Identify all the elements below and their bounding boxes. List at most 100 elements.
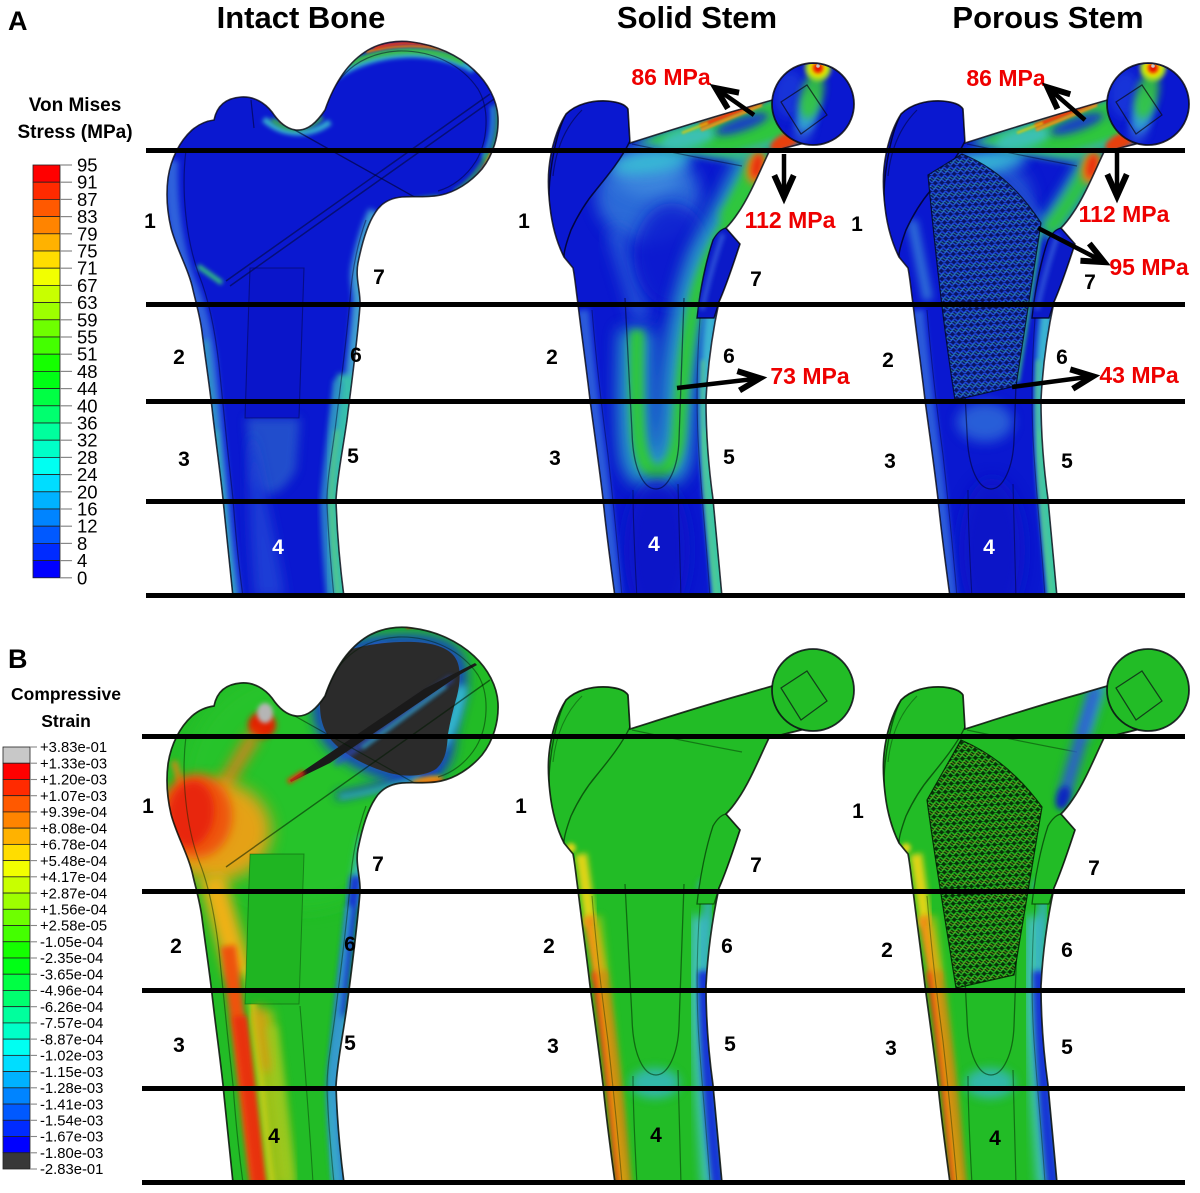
svg-text:Stress (MPa): Stress (MPa) <box>17 122 132 143</box>
svg-text:+6.78e-04: +6.78e-04 <box>40 838 107 854</box>
svg-text:4: 4 <box>650 1124 662 1147</box>
svg-text:4: 4 <box>272 536 284 559</box>
svg-text:+2.87e-04: +2.87e-04 <box>40 886 107 902</box>
svg-text:+1.33e-03: +1.33e-03 <box>40 756 107 772</box>
svg-text:6: 6 <box>721 935 733 958</box>
svg-text:-2.35e-04: -2.35e-04 <box>40 951 103 967</box>
svg-text:+5.48e-04: +5.48e-04 <box>40 854 107 870</box>
svg-text:5: 5 <box>1061 1036 1073 1059</box>
svg-text:6: 6 <box>344 933 356 956</box>
svg-text:20: 20 <box>77 481 98 502</box>
svg-text:+3.83e-01: +3.83e-01 <box>40 740 107 756</box>
svg-text:2: 2 <box>543 935 555 958</box>
svg-text:2: 2 <box>170 935 182 958</box>
svg-text:+4.17e-04: +4.17e-04 <box>40 870 107 886</box>
svg-text:5: 5 <box>724 1033 736 1056</box>
svg-text:-1.15e-03: -1.15e-03 <box>40 1065 103 1081</box>
svg-text:4: 4 <box>268 1125 280 1148</box>
svg-text:6: 6 <box>1061 939 1073 962</box>
svg-text:75: 75 <box>77 241 98 262</box>
svg-text:36: 36 <box>77 413 98 434</box>
svg-text:55: 55 <box>77 327 98 348</box>
svg-text:5: 5 <box>347 445 359 468</box>
svg-text:1: 1 <box>515 795 527 818</box>
svg-text:95: 95 <box>77 155 98 176</box>
svg-text:1: 1 <box>142 795 154 818</box>
svg-text:3: 3 <box>173 1034 185 1057</box>
svg-text:32: 32 <box>77 430 98 451</box>
svg-text:4: 4 <box>648 533 660 556</box>
svg-text:7: 7 <box>750 268 762 291</box>
svg-text:-6.26e-04: -6.26e-04 <box>40 1000 103 1016</box>
svg-text:7: 7 <box>1084 271 1096 294</box>
svg-text:79: 79 <box>77 223 98 244</box>
svg-text:-2.83e-01: -2.83e-01 <box>40 1162 103 1178</box>
svg-text:112 MPa: 112 MPa <box>1079 201 1170 227</box>
svg-text:43 MPa: 43 MPa <box>1099 362 1178 388</box>
svg-text:6: 6 <box>723 345 735 368</box>
svg-text:-1.54e-03: -1.54e-03 <box>40 1114 103 1130</box>
svg-text:Strain: Strain <box>41 711 91 731</box>
svg-text:5: 5 <box>723 446 735 469</box>
svg-text:3: 3 <box>549 447 561 470</box>
svg-text:+1.07e-03: +1.07e-03 <box>40 789 107 805</box>
svg-text:67: 67 <box>77 275 98 296</box>
svg-text:91: 91 <box>77 172 98 193</box>
svg-text:-1.67e-03: -1.67e-03 <box>40 1130 103 1146</box>
svg-text:16: 16 <box>77 499 98 520</box>
svg-text:Solid Stem: Solid Stem <box>617 0 777 35</box>
svg-text:+1.20e-03: +1.20e-03 <box>40 773 107 789</box>
svg-text:-3.65e-04: -3.65e-04 <box>40 967 103 983</box>
svg-text:-1.28e-03: -1.28e-03 <box>40 1081 103 1097</box>
svg-text:5: 5 <box>344 1032 356 1055</box>
svg-text:73 MPa: 73 MPa <box>770 363 849 389</box>
svg-text:48: 48 <box>77 361 98 382</box>
svg-text:8: 8 <box>77 533 87 554</box>
svg-text:44: 44 <box>77 378 98 399</box>
svg-text:0: 0 <box>77 567 87 588</box>
svg-text:2: 2 <box>173 346 185 369</box>
svg-text:95 MPa: 95 MPa <box>1109 254 1188 280</box>
svg-text:83: 83 <box>77 206 98 227</box>
svg-text:40: 40 <box>77 395 98 416</box>
svg-text:1: 1 <box>852 800 864 823</box>
svg-text:1: 1 <box>518 210 530 233</box>
svg-text:112 MPa: 112 MPa <box>745 207 836 233</box>
svg-text:2: 2 <box>546 346 558 369</box>
svg-text:51: 51 <box>77 344 98 365</box>
svg-text:+2.58e-05: +2.58e-05 <box>40 919 107 935</box>
svg-text:86 MPa: 86 MPa <box>631 64 710 90</box>
svg-text:7: 7 <box>372 853 384 876</box>
svg-text:Porous Stem: Porous Stem <box>952 0 1143 35</box>
svg-text:-1.05e-04: -1.05e-04 <box>40 935 103 951</box>
svg-text:5: 5 <box>1061 450 1073 473</box>
svg-text:A: A <box>8 6 28 36</box>
svg-text:Compressive: Compressive <box>11 684 121 704</box>
svg-text:-1.02e-03: -1.02e-03 <box>40 1049 103 1065</box>
svg-text:-8.87e-04: -8.87e-04 <box>40 1032 103 1048</box>
svg-text:3: 3 <box>178 448 190 471</box>
svg-text:3: 3 <box>885 1037 897 1060</box>
svg-text:Von Mises: Von Mises <box>29 95 122 116</box>
svg-text:+9.39e-04: +9.39e-04 <box>40 805 107 821</box>
svg-text:-4.96e-04: -4.96e-04 <box>40 984 103 1000</box>
svg-text:-1.80e-03: -1.80e-03 <box>40 1146 103 1162</box>
svg-text:2: 2 <box>882 349 894 372</box>
svg-text:2: 2 <box>881 939 893 962</box>
svg-text:Intact Bone: Intact Bone <box>217 0 386 35</box>
svg-text:4: 4 <box>983 536 995 559</box>
svg-text:12: 12 <box>77 516 98 537</box>
svg-text:+8.08e-04: +8.08e-04 <box>40 821 107 837</box>
svg-text:-1.41e-03: -1.41e-03 <box>40 1097 103 1113</box>
svg-text:6: 6 <box>1056 346 1068 369</box>
svg-text:4: 4 <box>989 1127 1001 1150</box>
svg-text:4: 4 <box>77 550 87 571</box>
svg-text:7: 7 <box>373 266 385 289</box>
svg-text:28: 28 <box>77 447 98 468</box>
svg-text:71: 71 <box>77 258 98 279</box>
svg-text:1: 1 <box>144 210 156 233</box>
svg-text:B: B <box>8 644 28 674</box>
svg-text:+1.56e-04: +1.56e-04 <box>40 903 107 919</box>
svg-text:63: 63 <box>77 292 98 313</box>
svg-text:-7.57e-04: -7.57e-04 <box>40 1016 103 1032</box>
